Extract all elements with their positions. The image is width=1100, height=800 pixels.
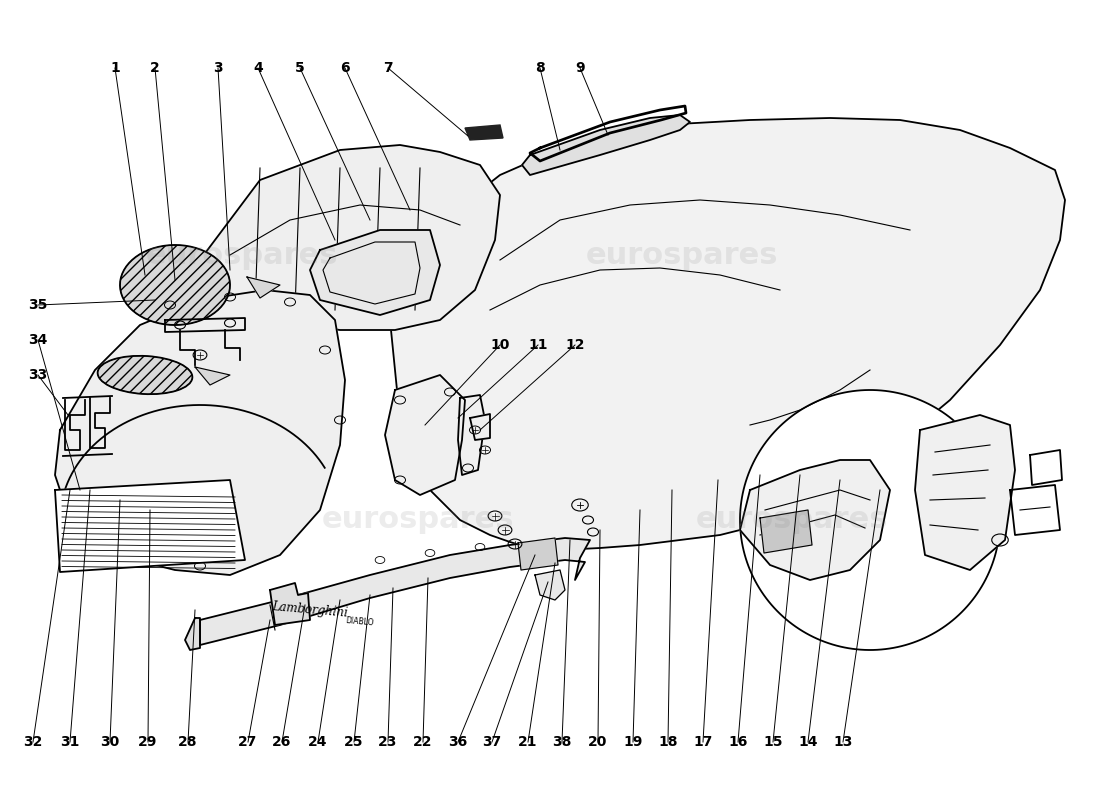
Polygon shape: [310, 230, 440, 315]
Ellipse shape: [98, 356, 192, 394]
Text: 32: 32: [23, 735, 43, 749]
Polygon shape: [465, 125, 503, 140]
Polygon shape: [522, 115, 690, 175]
Text: 18: 18: [658, 735, 678, 749]
Polygon shape: [518, 538, 558, 570]
Text: 16: 16: [728, 735, 748, 749]
Text: 31: 31: [60, 735, 79, 749]
Text: 37: 37: [483, 735, 502, 749]
Polygon shape: [270, 583, 310, 625]
Text: 25: 25: [344, 735, 364, 749]
Polygon shape: [385, 118, 1065, 550]
Text: 14: 14: [799, 735, 817, 749]
Text: 26: 26: [273, 735, 292, 749]
Polygon shape: [915, 415, 1015, 570]
Text: 2: 2: [150, 61, 160, 75]
Polygon shape: [55, 480, 245, 572]
Text: 22: 22: [414, 735, 432, 749]
Text: 11: 11: [528, 338, 548, 352]
Text: DIABLO: DIABLO: [345, 615, 374, 627]
Text: Lamborghini: Lamborghini: [272, 600, 349, 620]
Polygon shape: [185, 618, 200, 650]
Text: eurospares: eurospares: [145, 242, 339, 270]
Text: 30: 30: [100, 735, 120, 749]
Polygon shape: [195, 367, 230, 385]
Polygon shape: [740, 390, 1000, 650]
Text: 34: 34: [29, 333, 47, 347]
Text: eurospares: eurospares: [321, 506, 515, 534]
Text: 5: 5: [295, 61, 305, 75]
Polygon shape: [535, 570, 565, 600]
Text: 12: 12: [565, 338, 585, 352]
Polygon shape: [55, 290, 345, 575]
Text: 8: 8: [535, 61, 544, 75]
Text: 1: 1: [110, 61, 120, 75]
Text: 10: 10: [491, 338, 509, 352]
Text: 23: 23: [378, 735, 398, 749]
Text: 6: 6: [340, 61, 350, 75]
Polygon shape: [760, 510, 812, 553]
Text: 28: 28: [178, 735, 198, 749]
Text: 35: 35: [29, 298, 47, 312]
Text: eurospares: eurospares: [585, 242, 779, 270]
Ellipse shape: [120, 245, 230, 325]
Text: 13: 13: [834, 735, 852, 749]
Polygon shape: [200, 538, 590, 645]
Polygon shape: [470, 414, 490, 440]
Text: 4: 4: [253, 61, 263, 75]
Polygon shape: [200, 145, 500, 330]
Text: 20: 20: [588, 735, 607, 749]
Text: 9: 9: [575, 61, 585, 75]
Text: 38: 38: [552, 735, 572, 749]
Text: 15: 15: [763, 735, 783, 749]
Polygon shape: [458, 395, 485, 475]
Text: eurospares: eurospares: [695, 506, 889, 534]
Text: 36: 36: [449, 735, 468, 749]
Text: 33: 33: [29, 368, 47, 382]
Polygon shape: [248, 277, 280, 298]
Text: 21: 21: [518, 735, 538, 749]
Text: 29: 29: [139, 735, 157, 749]
Text: 24: 24: [308, 735, 328, 749]
Polygon shape: [385, 375, 465, 495]
Polygon shape: [740, 460, 890, 580]
Text: 17: 17: [693, 735, 713, 749]
Text: 7: 7: [383, 61, 393, 75]
Text: 3: 3: [213, 61, 223, 75]
Text: 19: 19: [624, 735, 642, 749]
Text: 27: 27: [239, 735, 257, 749]
